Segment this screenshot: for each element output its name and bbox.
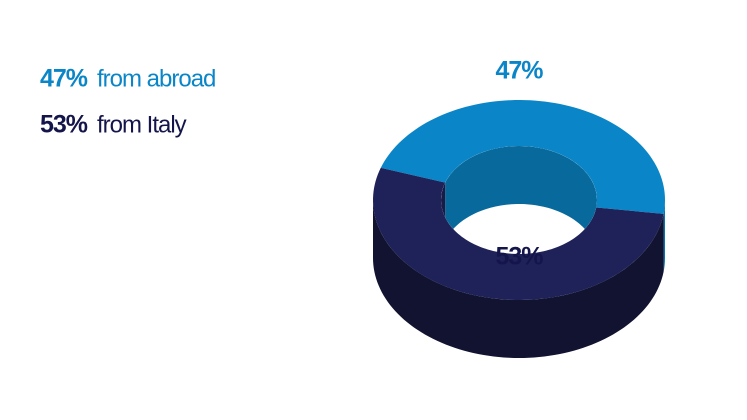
legend-value: 47%	[40, 65, 88, 93]
side-wall	[373, 200, 664, 358]
legend-label: from Italy	[97, 111, 187, 138]
side-wall	[663, 200, 665, 272]
legend-value: 53%	[40, 111, 88, 139]
donut-segment	[380, 100, 665, 214]
data-label: 47%	[495, 57, 543, 85]
donut-segment	[373, 167, 664, 300]
legend-label: from abroad	[97, 65, 215, 92]
data-label: 53%	[495, 243, 543, 271]
donut	[373, 100, 665, 358]
inner-wall	[445, 146, 597, 254]
